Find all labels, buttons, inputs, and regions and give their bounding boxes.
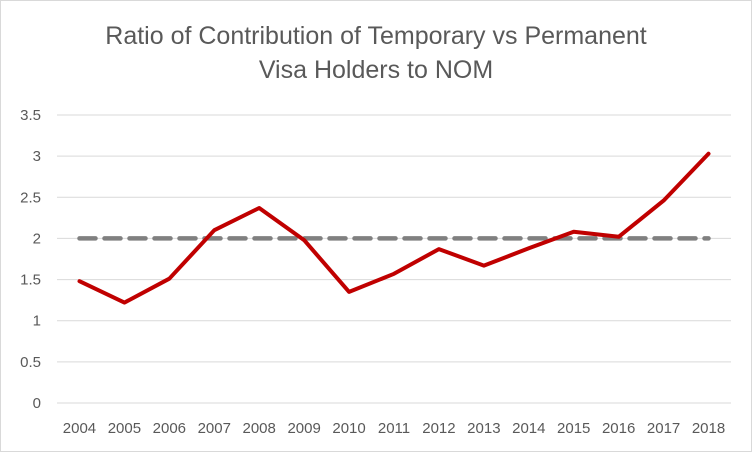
y-tick-label: 2 xyxy=(33,230,41,247)
y-tick-label: 3.5 xyxy=(20,107,41,124)
x-tick-label: 2014 xyxy=(512,420,545,437)
x-tick-label: 2013 xyxy=(467,420,500,437)
y-tick-label: 3 xyxy=(33,148,41,165)
x-tick-label: 2008 xyxy=(243,420,276,437)
x-tick-label: 2011 xyxy=(378,420,410,437)
series-line-ratio xyxy=(77,151,711,305)
gridlines xyxy=(57,114,731,404)
x-tick-label: 2018 xyxy=(692,420,725,437)
x-tick-label: 2017 xyxy=(647,420,680,437)
series-lines xyxy=(77,151,711,305)
chart-title-line-2: Visa Holders to NOM xyxy=(258,56,494,84)
x-tick-label: 2009 xyxy=(287,420,320,437)
x-tick-label: 2006 xyxy=(153,420,186,437)
y-tick-label: 0 xyxy=(33,395,41,412)
y-tick-label: 1 xyxy=(33,313,41,330)
x-tick-label: 2016 xyxy=(602,420,635,437)
x-tick-label: 2015 xyxy=(557,420,590,437)
y-tick-label: 1.5 xyxy=(20,272,41,289)
x-tick-label: 2007 xyxy=(198,420,231,437)
chart-title-line-1: Ratio of Contribution of Temporary vs Pe… xyxy=(105,22,647,50)
x-tick-label: 2010 xyxy=(332,420,365,437)
x-tick-label: 2012 xyxy=(422,420,455,437)
x-tick-label: 2004 xyxy=(63,420,96,437)
y-tick-label: 2.5 xyxy=(20,189,41,206)
chart-title: Ratio of Contribution of Temporary vs Pe… xyxy=(1,19,751,87)
y-tick-label: 0.5 xyxy=(20,354,41,371)
y-axis-tick-labels: 0 0.5 1 1.5 2 2.5 3 3.5 xyxy=(20,107,41,412)
x-tick-label: 2005 xyxy=(108,420,141,437)
x-axis-tick-labels: 2004 2005 2006 2007 2008 2009 2010 2011 2012 2013… xyxy=(63,420,725,437)
